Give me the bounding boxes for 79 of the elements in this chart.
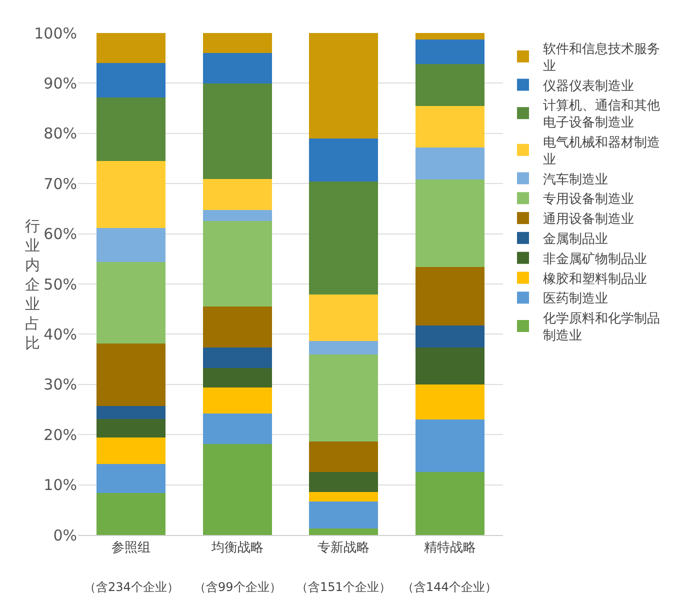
x-tick-label: 精特战略 (424, 540, 476, 556)
x-tick-label: 均衡战略 (210, 540, 264, 556)
bar (96, 161, 166, 228)
bar (96, 438, 166, 464)
legend-label: 仪器仪表制造业 (543, 78, 634, 94)
bar (202, 179, 272, 210)
text: （含144个企业） (402, 580, 497, 594)
legend-label: 汽车制造业 (543, 172, 608, 188)
legend-label: 金属制品业 (543, 232, 608, 248)
bar (96, 344, 166, 406)
y-tick-label: 0% (53, 526, 77, 544)
y-tick-label: 70% (44, 174, 77, 193)
legend-label: 医药制造业 (543, 292, 608, 307)
bar (415, 472, 484, 535)
y-tick-label: 90% (44, 74, 77, 92)
y-tick-label: 100% (34, 24, 77, 42)
bar (415, 180, 484, 267)
text: （含151个企业） (296, 580, 391, 594)
bar (202, 306, 272, 348)
bar (202, 210, 272, 221)
legend-label: 橡胶和塑料制品业 (543, 270, 647, 287)
text: （含234个企业） (84, 580, 179, 594)
bar (202, 220, 272, 307)
y-tick-label: 60% (44, 225, 77, 244)
bar (96, 63, 166, 98)
bar (96, 97, 166, 162)
bar (415, 384, 484, 420)
bar (415, 347, 484, 384)
bar (415, 420, 484, 472)
legend-label: 计算机、通信和其他电子设备制造业 (543, 98, 660, 131)
bar (415, 106, 484, 148)
legend-label: 非金属矿物制品业 (543, 252, 647, 267)
y-tick-label: 40% (44, 325, 77, 344)
bar (415, 64, 484, 106)
bar (96, 228, 166, 262)
bar (309, 442, 378, 472)
legend-label: 电气机械和器材制造业 (543, 136, 660, 168)
bar (309, 341, 378, 354)
y-tick-label: 80% (44, 124, 77, 143)
bar (309, 354, 378, 442)
bar (202, 444, 272, 535)
bar (96, 406, 166, 420)
y-tick-label: 50% (44, 275, 77, 294)
bar (309, 501, 378, 528)
bar (415, 40, 484, 64)
bar (309, 33, 378, 138)
bar (96, 464, 166, 493)
legend-label: 化学原料和化学制品制造业 (543, 312, 660, 344)
bar (202, 53, 272, 84)
bar (309, 492, 378, 502)
bar (96, 492, 166, 535)
bar (202, 347, 272, 368)
bar (309, 138, 378, 182)
bar (309, 472, 378, 492)
y-tick-label: 20% (44, 426, 77, 444)
bar (309, 182, 378, 295)
y-tick-label: 30% (44, 376, 77, 394)
bar (309, 528, 378, 535)
bar (202, 414, 272, 444)
x-tick-label: 参照组 (112, 540, 151, 556)
bar (415, 33, 484, 40)
bar (96, 262, 166, 344)
y-axis-title: 行业内企业占比 (25, 217, 40, 352)
bar (202, 387, 272, 414)
bar (415, 326, 484, 348)
bar (202, 33, 272, 54)
bar (96, 33, 166, 64)
bar (202, 84, 272, 180)
y-tick-label: 10% (44, 476, 77, 494)
bar (96, 419, 166, 438)
bar (415, 266, 484, 326)
bar (309, 294, 378, 342)
legend-label: 专用设备制造业 (543, 192, 634, 208)
text: （含99个企业） (194, 580, 282, 594)
legend-label: 软件和信息技术服务业 (543, 42, 660, 74)
bar (202, 368, 272, 388)
bar (415, 147, 484, 180)
x-tick-label: 专新战略 (318, 540, 370, 556)
legend-label: 通用设备制造业 (543, 212, 634, 228)
